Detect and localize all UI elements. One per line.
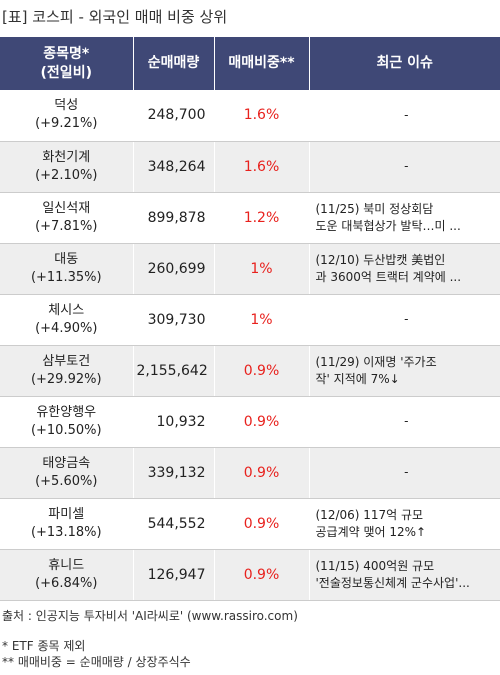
recent-issue-cell: - [309, 90, 500, 142]
stock-change: (+11.35%) [30, 269, 102, 285]
table-row: 덕성 (+9.21%) 248,700 1.6% - [0, 90, 500, 142]
stock-change: (+4.90%) [35, 320, 98, 336]
stock-name-cell: 파미셀 (+13.18%) [0, 498, 134, 550]
stock-name-cell: 덕성 (+9.21%) [0, 90, 134, 142]
recent-issue-cell: (12/06) 117억 규모 공급계약 맺어 12%↑ [309, 498, 500, 550]
stock-name-cell: 대동 (+11.35%) [0, 243, 134, 295]
stock-name-cell: 일신석재 (+7.81%) [0, 192, 134, 244]
stock-change: (+29.92%) [30, 371, 102, 387]
net-volume: 348,264 [133, 141, 215, 193]
stock-change: (+13.18%) [30, 524, 102, 540]
net-volume: 544,552 [133, 498, 215, 550]
stock-name: 삼부토건 [42, 353, 91, 369]
recent-issue: (11/15) 400억원 규모 '전술정보통신체계 군수사업'... [315, 558, 470, 590]
trading-ratio: 1.2% [214, 192, 310, 244]
recent-issue-cell: (11/15) 400억원 규모 '전술정보통신체계 군수사업'... [309, 549, 500, 601]
footnote-etf: * ETF 종목 제외 [2, 639, 86, 653]
stock-change: (+9.21%) [35, 116, 98, 132]
recent-issue: - [404, 414, 409, 428]
stock-name-cell: 유한양행우 (+10.50%) [0, 396, 134, 448]
table-row: 유한양행우 (+10.50%) 10,932 0.9% - [0, 396, 500, 448]
net-volume: 260,699 [133, 243, 215, 295]
trading-ratio: 0.9% [214, 549, 310, 601]
trading-ratio: 0.9% [214, 396, 310, 448]
foreign-trading-table: 종목명* (전일비) 순매매량 매매비중** 최근 이슈 덕성 (+9.21%) 2… [0, 37, 500, 601]
header-name-sub: (전일비) [40, 64, 92, 81]
header-name-label: 종목명* [43, 45, 90, 62]
recent-issue: (12/06) 117억 규모 공급계약 맺어 12%↑ [315, 507, 427, 539]
recent-issue-cell: - [309, 447, 500, 499]
table-header-row: 종목명* (전일비) 순매매량 매매비중** 최근 이슈 [0, 37, 500, 90]
table-row: 일신석재 (+7.81%) 899,878 1.2% (11/25) 북미 정상회담 도… [0, 192, 500, 244]
stock-name: 유한양행우 [36, 404, 97, 420]
stock-name: 대동 [54, 251, 79, 267]
stock-name-cell: 체시스 (+4.90%) [0, 294, 134, 346]
stock-change: (+7.81%) [35, 218, 98, 234]
net-volume: 899,878 [133, 192, 215, 244]
table-row: 휴니드 (+6.84%) 126,947 0.9% (11/15) 400억원 규모 '… [0, 549, 500, 601]
stock-name: 화천기계 [42, 149, 91, 165]
trading-ratio: 1% [214, 243, 310, 295]
recent-issue-cell: - [309, 141, 500, 193]
trading-ratio: 1% [214, 294, 310, 346]
recent-issue-cell: (12/10) 두산밥캣 美법인 과 3600억 트랙터 계약에 ... [309, 243, 500, 295]
stock-change: (+5.60%) [35, 473, 98, 489]
trading-ratio: 1.6% [214, 90, 310, 142]
stock-name: 파미셀 [48, 506, 85, 522]
page-title: [표] 코스피 - 외국인 매매 비중 상위 [2, 8, 228, 26]
net-volume: 339,132 [133, 447, 215, 499]
stock-name: 태양금속 [42, 455, 91, 471]
stock-change: (+6.84%) [35, 575, 98, 591]
table-row: 대동 (+11.35%) 260,699 1% (12/10) 두산밥캣 美법인 과 3… [0, 243, 500, 295]
stock-name-cell: 태양금속 (+5.60%) [0, 447, 134, 499]
recent-issue-cell: - [309, 294, 500, 346]
stock-name: 덕성 [54, 98, 79, 114]
net-volume: 2,155,642 [133, 345, 215, 397]
source-text: 출처 : 인공지능 투자비서 'AI라씨로' (www.rassiro.com) [2, 609, 298, 623]
stock-name-cell: 삼부토건 (+29.92%) [0, 345, 134, 397]
table-row: 파미셀 (+13.18%) 544,552 0.9% (12/06) 117억 규모 공… [0, 498, 500, 550]
stock-name-cell: 화천기계 (+2.10%) [0, 141, 134, 193]
table-body: 덕성 (+9.21%) 248,700 1.6% - 화천기계 (+2.10%) 348,26… [0, 90, 500, 601]
header-volume: 순매매량 [133, 37, 215, 90]
header-issue: 최근 이슈 [309, 37, 500, 90]
recent-issue: - [404, 159, 409, 173]
net-volume: 309,730 [133, 294, 215, 346]
footnote-ratio: ** 매매비중 = 순매매량 / 상장주식수 [2, 655, 191, 669]
stock-change: (+2.10%) [35, 167, 98, 183]
trading-ratio: 0.9% [214, 498, 310, 550]
net-volume: 248,700 [133, 90, 215, 142]
trading-ratio: 1.6% [214, 141, 310, 193]
header-name: 종목명* (전일비) [0, 37, 134, 90]
recent-issue: (12/10) 두산밥캣 美법인 과 3600억 트랙터 계약에 ... [315, 252, 462, 284]
stock-name: 휴니드 [48, 557, 85, 573]
recent-issue-cell: (11/25) 북미 정상회담 도운 대북협상가 발탁…미 ... [309, 192, 500, 244]
table-row: 태양금속 (+5.60%) 339,132 0.9% - [0, 447, 500, 499]
recent-issue: (11/25) 북미 정상회담 도운 대북협상가 발탁…미 ... [315, 201, 461, 233]
stock-change: (+10.50%) [30, 422, 102, 438]
table-row: 체시스 (+4.90%) 309,730 1% - [0, 294, 500, 346]
trading-ratio: 0.9% [214, 345, 310, 397]
net-volume: 126,947 [133, 549, 215, 601]
recent-issue-cell: - [309, 396, 500, 448]
recent-issue-cell: (11/29) 이재명 '주가조 작' 지적에 7%↓ [309, 345, 500, 397]
stock-name: 체시스 [48, 302, 85, 318]
table-row: 삼부토건 (+29.92%) 2,155,642 0.9% (11/29) 이재명 '주… [0, 345, 500, 397]
header-ratio: 매매비중** [214, 37, 310, 90]
table-row: 화천기계 (+2.10%) 348,264 1.6% - [0, 141, 500, 193]
recent-issue: - [404, 107, 409, 122]
stock-name-cell: 휴니드 (+6.84%) [0, 549, 134, 601]
recent-issue: (11/29) 이재명 '주가조 작' 지적에 7%↓ [315, 354, 437, 386]
stock-name: 일신석재 [42, 200, 91, 216]
trading-ratio: 0.9% [214, 447, 310, 499]
net-volume: 10,932 [133, 396, 215, 448]
recent-issue: - [404, 312, 409, 326]
recent-issue: - [404, 465, 409, 479]
